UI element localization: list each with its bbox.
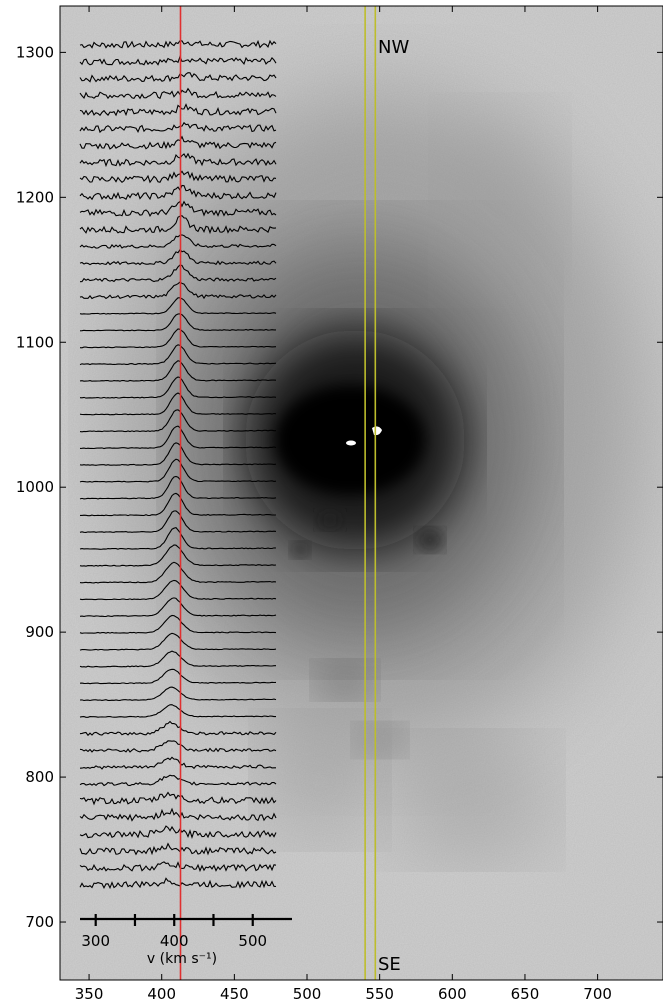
spectrum-line: [79, 632, 277, 651]
x-tick-label: 600: [438, 985, 467, 1003]
x-tick-label: 700: [583, 985, 612, 1003]
spectrum-line: [79, 328, 277, 349]
spectrum-line: [79, 392, 277, 416]
y-tick-label: 1100: [16, 333, 54, 351]
spectrum-line: [79, 458, 277, 483]
spectrum-line: [79, 704, 276, 718]
velocity-axis-label: v (km s⁻¹): [147, 951, 217, 967]
spectrum-line: [79, 297, 277, 315]
spectrum-line: [79, 313, 276, 332]
spectrum-line: [79, 442, 277, 466]
spectrum-line: [79, 200, 277, 218]
spectrum-line: [79, 791, 277, 806]
y-tick-label: 1000: [16, 478, 54, 496]
spectrum-line: [79, 686, 277, 702]
spectrum-line: [79, 152, 277, 168]
x-axis-ticks: 350 400 450 500 550 600 650 700: [75, 6, 612, 1003]
spectrum-line: [79, 170, 277, 184]
spectrum-line: [79, 87, 277, 100]
spectrum-line: [79, 39, 277, 49]
velocity-tick-label: 500: [238, 932, 267, 950]
spectrum-line: [79, 281, 277, 300]
spectrum-line: [79, 510, 277, 533]
annotation-se: SE: [378, 954, 401, 975]
spectrum-line: [79, 360, 277, 382]
spectrum-line: [79, 72, 277, 83]
x-tick-label: 350: [75, 985, 104, 1003]
galaxy-image: [60, 6, 663, 980]
spectrum-line: [79, 668, 277, 685]
x-tick-label: 550: [365, 985, 394, 1003]
y-axis-ticks: 700 800 900 1000 1100 1200 1300: [16, 43, 663, 931]
spectrum-line: [79, 561, 277, 584]
spectrum-line: [79, 425, 277, 450]
slit-lines: [364, 6, 377, 980]
spectrum-line: [79, 756, 276, 770]
spectrum-line: [79, 544, 277, 567]
x-tick-label: 500: [293, 985, 322, 1003]
spectrum-line: [79, 825, 277, 839]
x-tick-label: 450: [220, 985, 249, 1003]
velocity-scale: 300 400 500 v (km s⁻¹): [80, 914, 292, 967]
y-tick-label: 800: [25, 768, 54, 786]
spectrum-line: [79, 861, 277, 873]
y-tick-label: 700: [25, 913, 54, 931]
spectra-stack: [79, 39, 277, 890]
x-tick-label: 400: [147, 985, 176, 1003]
x-tick-label: 650: [511, 985, 540, 1003]
spectrum-line: [79, 248, 277, 266]
spectrum-line: [80, 492, 276, 517]
spectrum-line: [79, 135, 277, 150]
spectrum-line: [79, 103, 277, 117]
spectrum-line: [79, 877, 277, 890]
spectrum-line: [79, 597, 277, 618]
spectrum-line: [79, 264, 277, 283]
spectrum-line: [79, 807, 277, 822]
spectrum-line: [79, 579, 277, 601]
velocity-tick-label: 300: [81, 932, 110, 950]
spectrum-line: [79, 184, 277, 201]
spectrum-line: [79, 55, 277, 66]
spectrum-line: [79, 344, 277, 366]
plot-frame: [59, 5, 663, 981]
spectrum-line: [79, 740, 277, 753]
spectrum-line: [79, 842, 277, 856]
spectrum-line: [79, 121, 277, 134]
annotation-nw: NW: [378, 37, 409, 58]
y-tick-label: 1200: [16, 188, 54, 206]
spectrum-line: [79, 614, 277, 634]
spectrum-line: [79, 475, 277, 500]
spectrum-line: [79, 526, 277, 550]
spectrum-line: [79, 234, 277, 249]
y-tick-label: 900: [25, 623, 54, 641]
velocity-tick-label: 400: [160, 932, 189, 950]
y-tick-label: 1300: [16, 43, 54, 61]
spectrum-line: [79, 215, 277, 235]
spectrum-line: [79, 720, 277, 737]
spectrum-line: [79, 774, 277, 787]
spectrum-line: [79, 409, 276, 433]
spectrum-line: [79, 650, 276, 668]
spectrum-line: [79, 376, 277, 399]
